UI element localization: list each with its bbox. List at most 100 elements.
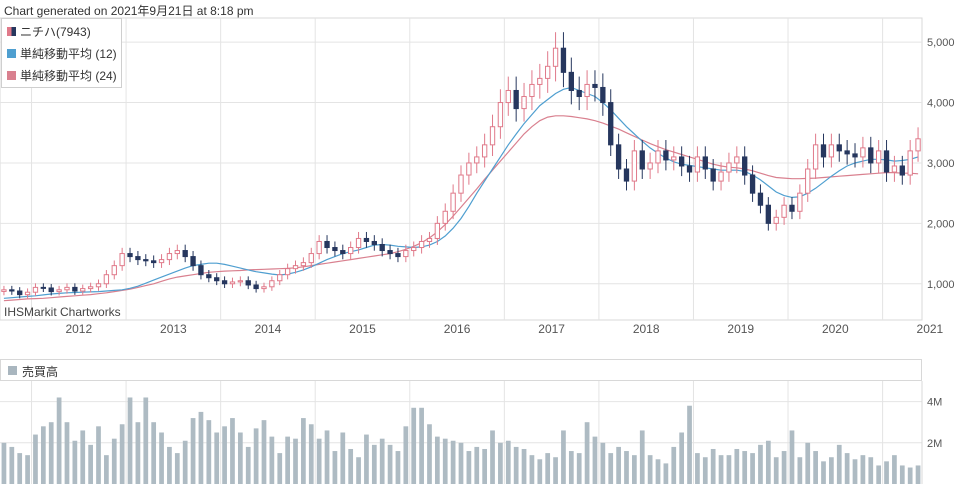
candle-body	[820, 144, 827, 158]
volume-bar	[237, 432, 243, 484]
year-tick-label: 2020	[822, 322, 849, 336]
volume-bar	[245, 446, 251, 484]
candle-body	[899, 165, 905, 176]
candle-body	[513, 89, 519, 110]
candle-body	[883, 150, 890, 173]
candle-body	[694, 156, 701, 173]
volume-header: 売買高	[0, 359, 922, 381]
candle-body	[300, 262, 307, 267]
candle	[418, 235, 425, 254]
volume-bar	[537, 459, 543, 484]
candle-body	[560, 47, 567, 73]
ma24-layer	[3, 115, 919, 302]
candle	[442, 203, 448, 231]
candle-body	[631, 150, 638, 182]
candle	[868, 136, 874, 174]
candle-body	[505, 89, 511, 104]
candle-body	[797, 192, 803, 212]
candle	[40, 283, 47, 293]
candle	[466, 152, 472, 185]
volume-bar	[434, 436, 440, 484]
candle	[403, 244, 409, 263]
candle-body	[395, 253, 401, 258]
year-tick-label: 2015	[349, 322, 376, 336]
candle-body	[127, 253, 133, 258]
candle-body	[261, 286, 267, 290]
price-plot-border	[0, 17, 923, 321]
candle-body	[663, 150, 669, 161]
candle	[686, 155, 693, 182]
candle-body	[174, 250, 180, 255]
candle	[545, 51, 551, 93]
volume-bar	[119, 424, 125, 484]
candle	[206, 270, 212, 283]
candle	[24, 288, 31, 299]
year-tick-label: 2017	[538, 322, 565, 336]
candle	[387, 244, 393, 260]
candle-body	[198, 265, 204, 276]
volume-bar	[474, 446, 480, 484]
candle	[568, 57, 574, 105]
candle-body	[150, 260, 157, 264]
candle-body	[284, 268, 291, 276]
volume-bar	[742, 451, 748, 484]
candle	[64, 283, 70, 294]
volume-bar	[789, 430, 795, 484]
volume-axis: 2M 4M	[927, 397, 942, 450]
candle	[371, 235, 377, 251]
volume-bar	[679, 432, 685, 484]
candle-body	[545, 65, 551, 79]
volume-bar	[829, 457, 834, 484]
candle-body	[584, 83, 590, 98]
candle	[111, 260, 117, 280]
candle	[332, 241, 338, 257]
candle	[48, 283, 54, 296]
volume-bar	[576, 453, 582, 484]
candle	[773, 209, 779, 231]
candle	[395, 247, 401, 263]
candle-body	[915, 138, 921, 152]
candle-body	[403, 250, 409, 258]
candle-body	[789, 204, 795, 212]
candle	[143, 254, 149, 267]
legend-swatch-ma24	[7, 71, 16, 80]
candle	[190, 250, 196, 271]
year-tick-label: 2013	[160, 322, 187, 336]
candle	[348, 241, 354, 260]
candle-body	[80, 288, 86, 292]
volume-bar	[852, 459, 858, 484]
candle	[158, 254, 165, 268]
candle-body	[734, 156, 740, 164]
candle-body	[805, 168, 811, 194]
candle	[316, 235, 322, 260]
volume-bar	[805, 442, 811, 484]
candle	[95, 279, 102, 291]
volume-bar	[214, 432, 220, 484]
candle	[742, 146, 748, 185]
price-tick-label: 3,000	[927, 158, 955, 170]
chart-credit: IHSMarkit Chartworks	[4, 305, 121, 319]
volume-tick-label: 4M	[927, 397, 942, 409]
candle-body	[434, 222, 441, 239]
candle-body	[891, 165, 898, 173]
candle	[103, 270, 110, 288]
legend-item-ma24[interactable]: 単純移動平均 (24)	[7, 67, 117, 84]
candle-body	[324, 240, 330, 249]
legend-item-price[interactable]: ニチハ(7943)	[7, 23, 91, 40]
candle	[883, 140, 890, 182]
candle	[828, 133, 835, 168]
candle	[505, 76, 511, 116]
legend: ニチハ(7943) 単純移動平均 (12) 単純移動平均 (24)	[1, 18, 122, 88]
candle	[1, 285, 7, 296]
candle	[277, 270, 283, 286]
legend-item-ma12[interactable]: 単純移動平均 (12)	[7, 45, 117, 62]
candle-body	[466, 162, 472, 176]
volume-bar	[545, 453, 551, 484]
volume-bar	[647, 455, 653, 484]
candle	[647, 152, 653, 179]
candle	[489, 114, 496, 157]
candle-body	[757, 192, 764, 206]
candle	[135, 250, 141, 266]
volume-bar	[167, 446, 172, 484]
candle	[852, 143, 858, 168]
